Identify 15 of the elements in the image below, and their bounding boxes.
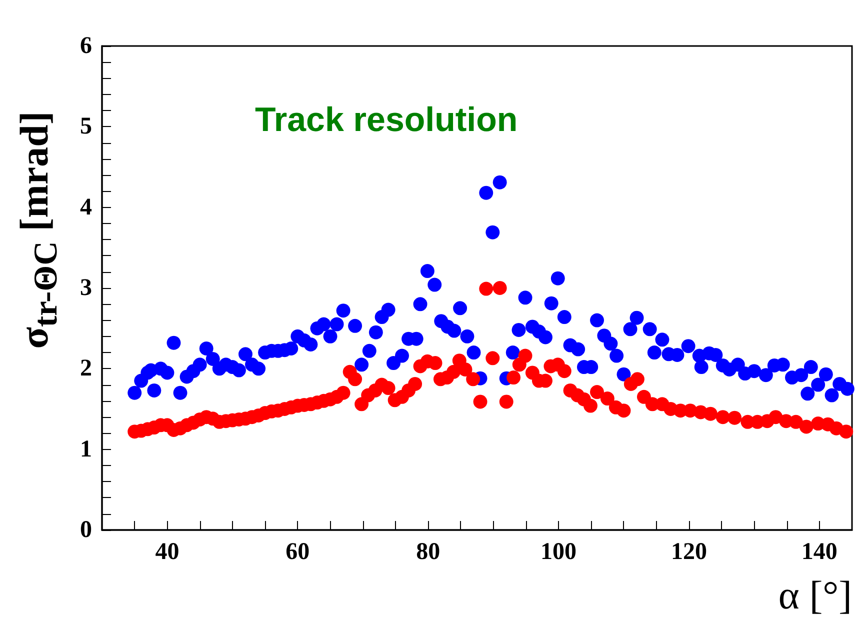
y-tick-label: 2 — [80, 356, 92, 382]
x-tick-label: 60 — [286, 539, 310, 565]
x-tick-label: 140 — [801, 539, 838, 565]
x-tick-label: 80 — [416, 539, 440, 565]
x-tick-label: 120 — [670, 539, 707, 565]
y-tick-label: 1 — [80, 436, 92, 462]
y-tick-label: 5 — [80, 114, 92, 140]
x-tick-label: 100 — [540, 539, 577, 565]
y-tick-label: 3 — [80, 275, 92, 301]
x-tick-label: 40 — [155, 539, 180, 565]
x-axis-title: α [°] — [778, 572, 852, 618]
y-tick-label: 0 — [80, 517, 92, 543]
y-tick-label: 4 — [80, 194, 92, 220]
y-tick-label: 6 — [80, 33, 92, 59]
text: Track resolution — [255, 101, 518, 139]
